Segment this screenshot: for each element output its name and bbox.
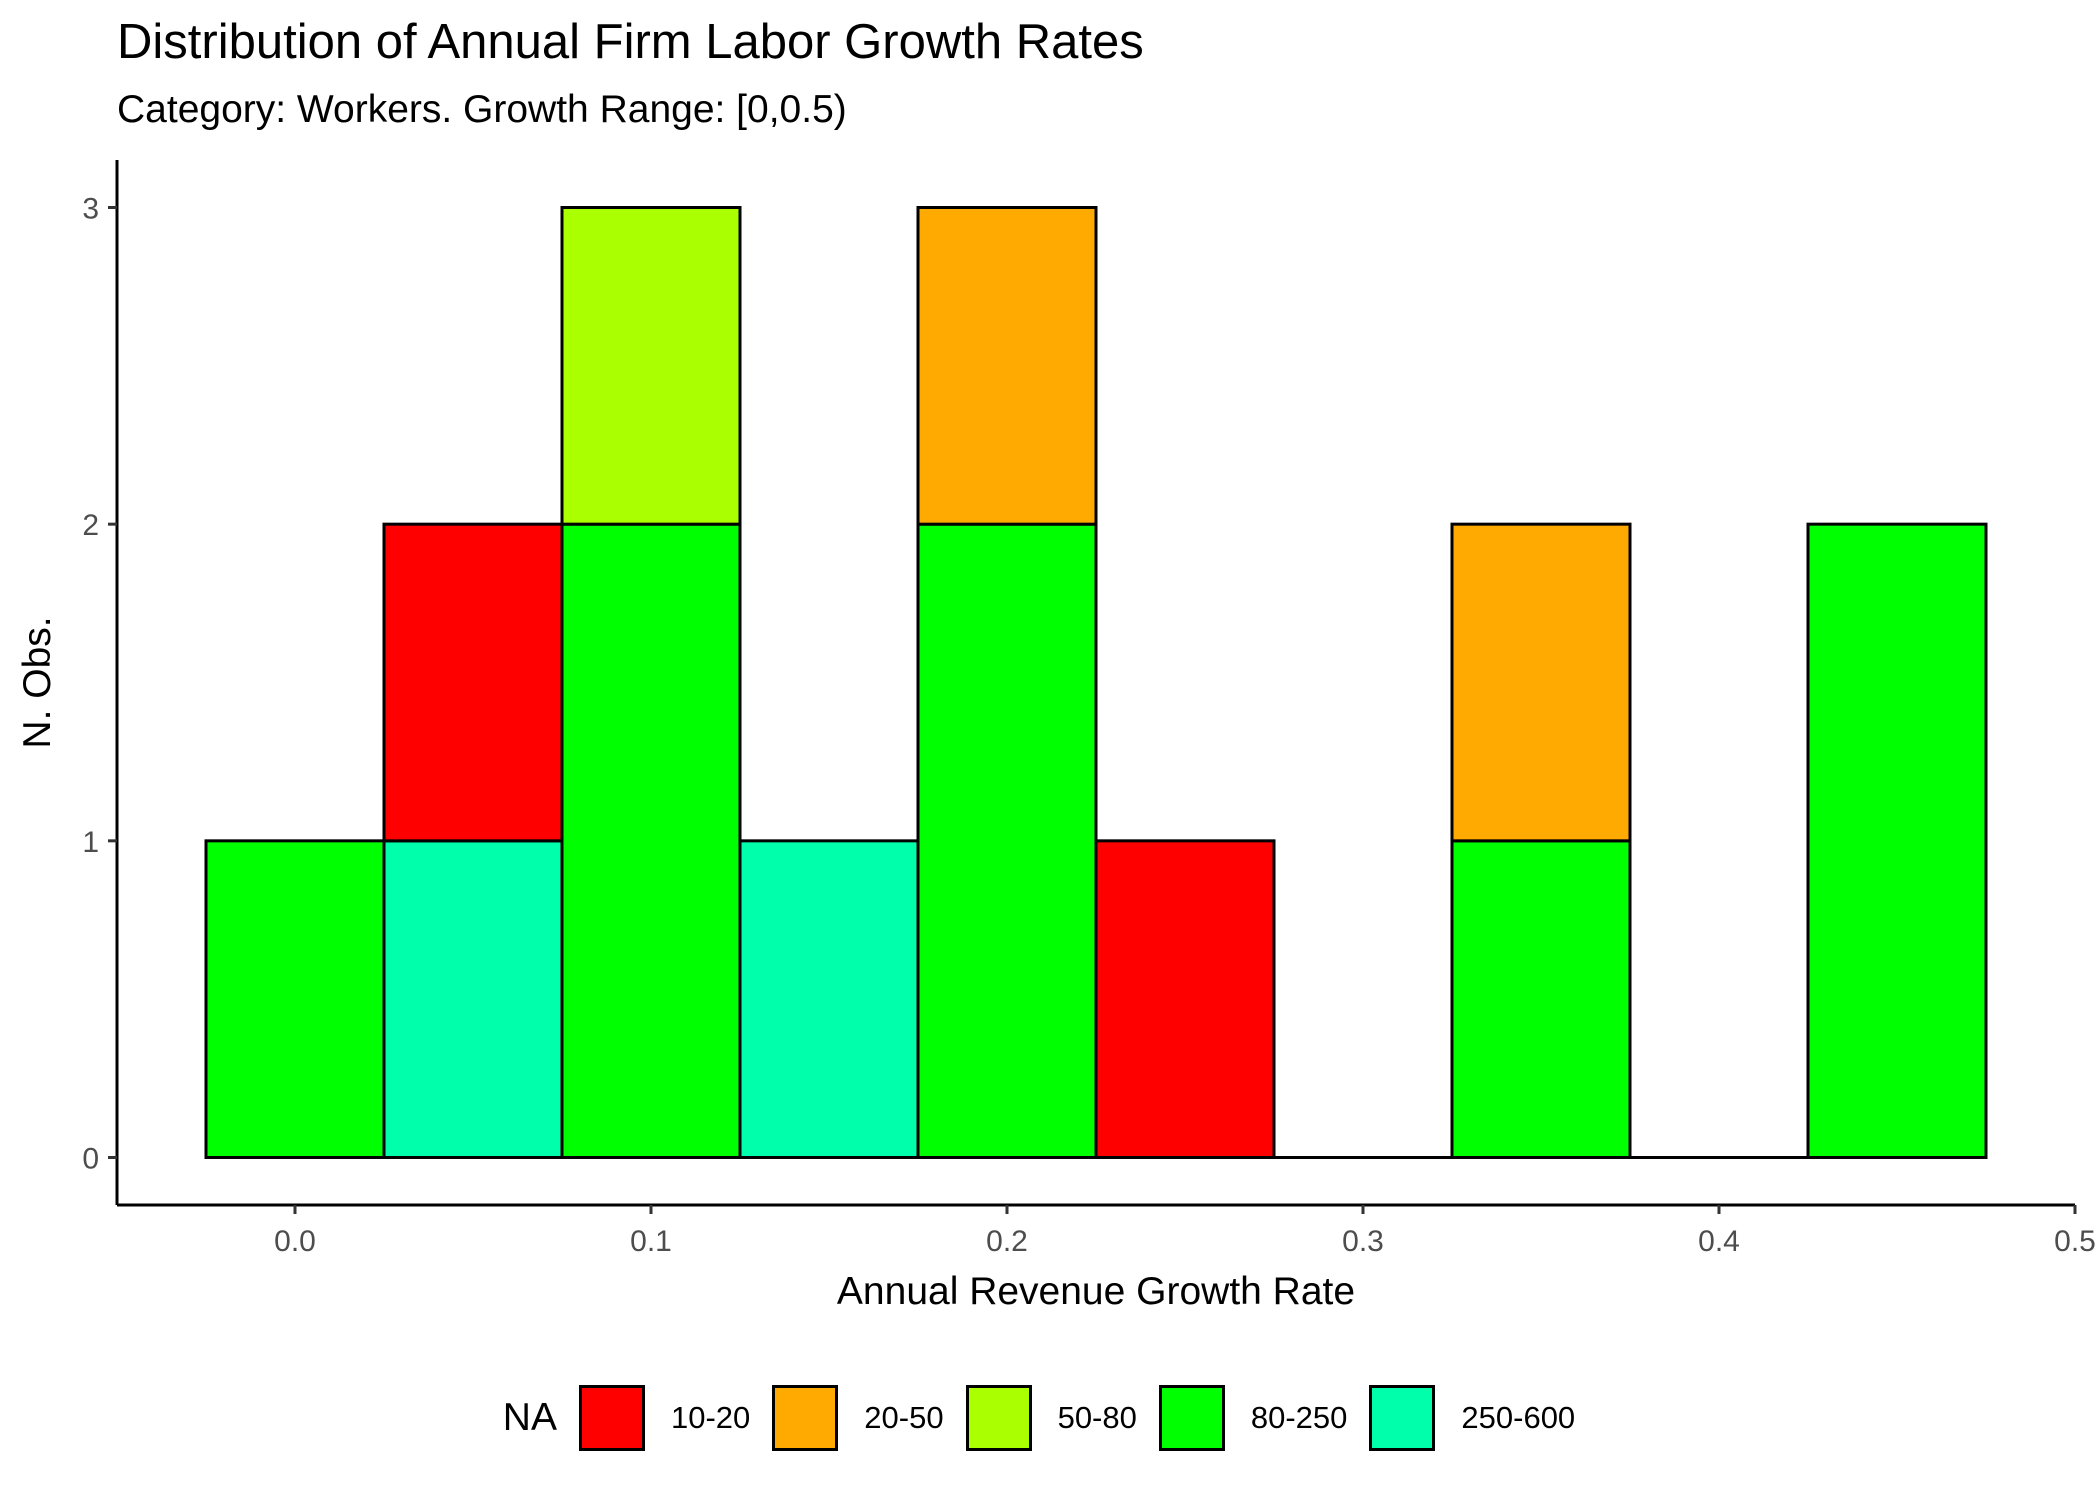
legend-item-20-50: 20-50 xyxy=(772,1385,944,1451)
x-axis-title: Annual Revenue Growth Rate xyxy=(837,1270,1355,1313)
y-tick-label: 2 xyxy=(82,509,99,542)
bars-layer xyxy=(204,206,1988,1159)
bar-80-250-bin-2 xyxy=(560,522,742,1159)
legend-item-80-250: 80-250 xyxy=(1158,1385,1348,1451)
chart-subtitle: Category: Workers. Growth Range: [0,0.5) xyxy=(117,88,847,131)
legend-swatch xyxy=(578,1385,645,1451)
x-tick-label: 0.5 xyxy=(2054,1225,2096,1258)
x-tick-label: 0.1 xyxy=(630,1225,672,1258)
bar-10-20-bin-5 xyxy=(1094,839,1276,1159)
legend-label: 80-250 xyxy=(1250,1400,1348,1435)
y-tick-label: 3 xyxy=(82,193,99,226)
legend-item-10-20: 10-20 xyxy=(578,1385,751,1451)
bar-10-20-bin-1 xyxy=(382,522,564,843)
bar-250-600-bin-3 xyxy=(738,839,920,1159)
bar-80-250-bin-7 xyxy=(1450,839,1632,1159)
y-tick-label: 0 xyxy=(82,1143,99,1176)
bar-20-50-bin-4 xyxy=(916,206,1098,526)
chart-title: Distribution of Annual Firm Labor Growth… xyxy=(117,15,1144,69)
legend-title: NA xyxy=(502,1396,557,1439)
axes-layer: 0 1 2 3 0.0 0.1 0.2 0.3 0.4 0.5 xyxy=(82,160,2096,1258)
y-tick-label: 1 xyxy=(82,826,99,859)
bar-80-250-bin-0 xyxy=(204,839,386,1159)
bar-20-50-bin-7 xyxy=(1450,522,1632,843)
legend-item-50-80: 50-80 xyxy=(965,1385,1137,1451)
x-tick-label: 0.0 xyxy=(274,1225,316,1258)
legend-label: 10-20 xyxy=(670,1400,751,1435)
legend-items: 10-20 20-50 50-80 80-250 250-600 xyxy=(578,1385,1597,1451)
bar-50-80-bin-2 xyxy=(560,206,742,526)
legend-swatch xyxy=(1369,1385,1436,1451)
legend-label: 50-80 xyxy=(1057,1400,1137,1435)
legend: NA 10-20 20-50 50-80 80-250 250-600 xyxy=(0,1378,2100,1458)
legend-swatch xyxy=(1158,1385,1225,1451)
bar-250-600-bin-1 xyxy=(382,839,564,1159)
x-tick-label: 0.4 xyxy=(1698,1225,1740,1258)
legend-label: 250-600 xyxy=(1461,1400,1576,1435)
histogram-plot: 0 1 2 3 0.0 0.1 0.2 0.3 0.4 0.5 Annual Revenue Gr… xyxy=(16,160,2096,1313)
legend-item-250-600: 250-600 xyxy=(1369,1385,1575,1451)
bar-80-250-bin-9 xyxy=(1806,522,1988,1159)
x-tick-label: 0.3 xyxy=(1342,1225,1384,1258)
legend-label: 20-50 xyxy=(864,1400,944,1435)
bar-80-250-bin-4 xyxy=(916,522,1098,1159)
legend-swatch xyxy=(965,1385,1032,1451)
legend-swatch xyxy=(772,1385,839,1451)
y-axis-title: N. Obs. xyxy=(16,616,59,748)
x-tick-label: 0.2 xyxy=(986,1225,1028,1258)
